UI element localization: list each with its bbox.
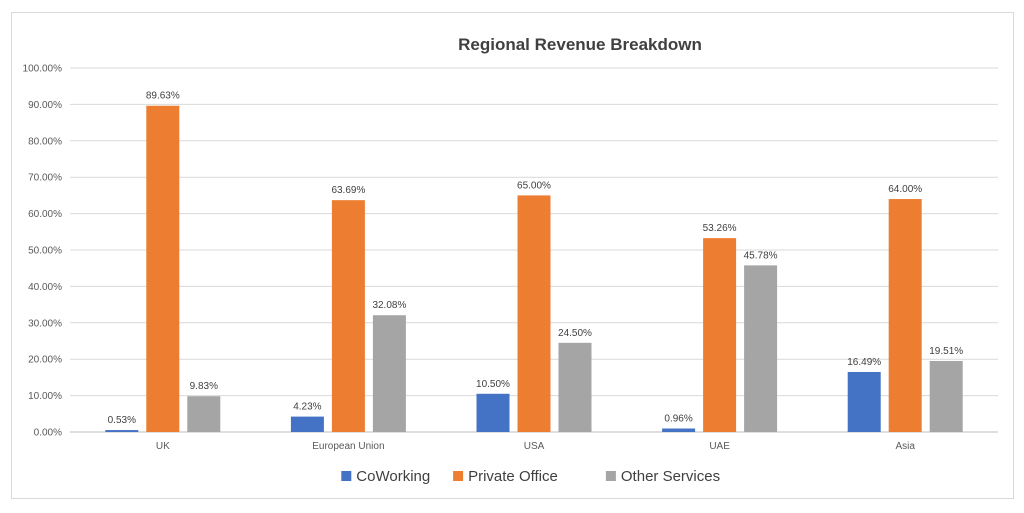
y-axis: 0.00% 10.00% 20.00% 30.00% 40.00% 50.00% 60.00… — [23, 64, 63, 439]
y-tick-label: 70.00% — [28, 173, 62, 184]
data-label: 53.26% — [703, 223, 737, 234]
bar — [331, 200, 365, 432]
bar — [744, 265, 778, 432]
y-tick-label: 40.00% — [28, 282, 62, 293]
legend-label: Other Services — [621, 468, 720, 485]
data-label: 0.96% — [664, 414, 692, 425]
bar — [888, 199, 922, 432]
x-axis: UK European Union USA UAE Asia — [156, 441, 916, 452]
bar — [187, 396, 221, 432]
bar — [703, 238, 737, 432]
bar — [517, 195, 551, 432]
bar — [146, 105, 180, 433]
data-label: 63.69% — [331, 185, 365, 196]
data-labels: 0.53% 89.63% 9.83% 4.23% 63.69% 32.08% 10.50% 6… — [108, 91, 964, 426]
data-label: 19.51% — [929, 346, 963, 357]
bar — [847, 371, 881, 432]
bar — [105, 430, 139, 432]
bars — [105, 105, 963, 433]
y-tick-label: 80.00% — [28, 136, 62, 147]
y-tick-label: 0.00% — [34, 428, 62, 439]
x-tick-label: USA — [524, 441, 545, 452]
x-tick-label: Asia — [895, 441, 915, 452]
bar — [476, 393, 510, 432]
data-label: 45.78% — [744, 250, 778, 261]
legend-label: CoWorking — [356, 468, 430, 485]
x-tick-label: UAE — [709, 441, 730, 452]
x-tick-label: European Union — [312, 441, 384, 452]
data-label: 4.23% — [293, 402, 321, 413]
y-tick-label: 10.00% — [28, 391, 62, 402]
x-tick-label: UK — [156, 441, 170, 452]
chart-title: Regional Revenue Breakdown — [458, 35, 702, 54]
data-label: 16.49% — [847, 357, 881, 368]
bar — [558, 342, 592, 432]
legend-swatch — [341, 471, 352, 481]
data-label: 32.08% — [372, 300, 406, 311]
data-label: 24.50% — [558, 328, 592, 339]
y-tick-label: 30.00% — [28, 318, 62, 329]
bar — [372, 315, 406, 432]
legend-swatch — [453, 471, 464, 481]
data-label: 10.50% — [476, 379, 510, 390]
data-label: 0.53% — [108, 415, 136, 426]
legend-swatch — [605, 471, 616, 481]
y-tick-label: 90.00% — [28, 100, 62, 111]
data-label: 65.00% — [517, 180, 551, 191]
y-tick-label: 20.00% — [28, 355, 62, 366]
bar — [662, 428, 696, 432]
bar — [290, 416, 324, 432]
y-tick-label: 50.00% — [28, 246, 62, 257]
gridlines — [70, 67, 998, 433]
data-label: 64.00% — [888, 184, 922, 195]
legend: CoWorking Private Office Other Services — [341, 468, 720, 485]
y-tick-label: 60.00% — [28, 209, 62, 220]
legend-label: Private Office — [468, 468, 558, 485]
bar — [929, 360, 963, 432]
y-tick-label: 100.00% — [23, 64, 63, 75]
data-label: 9.83% — [190, 381, 218, 392]
data-label: 89.63% — [146, 91, 180, 102]
